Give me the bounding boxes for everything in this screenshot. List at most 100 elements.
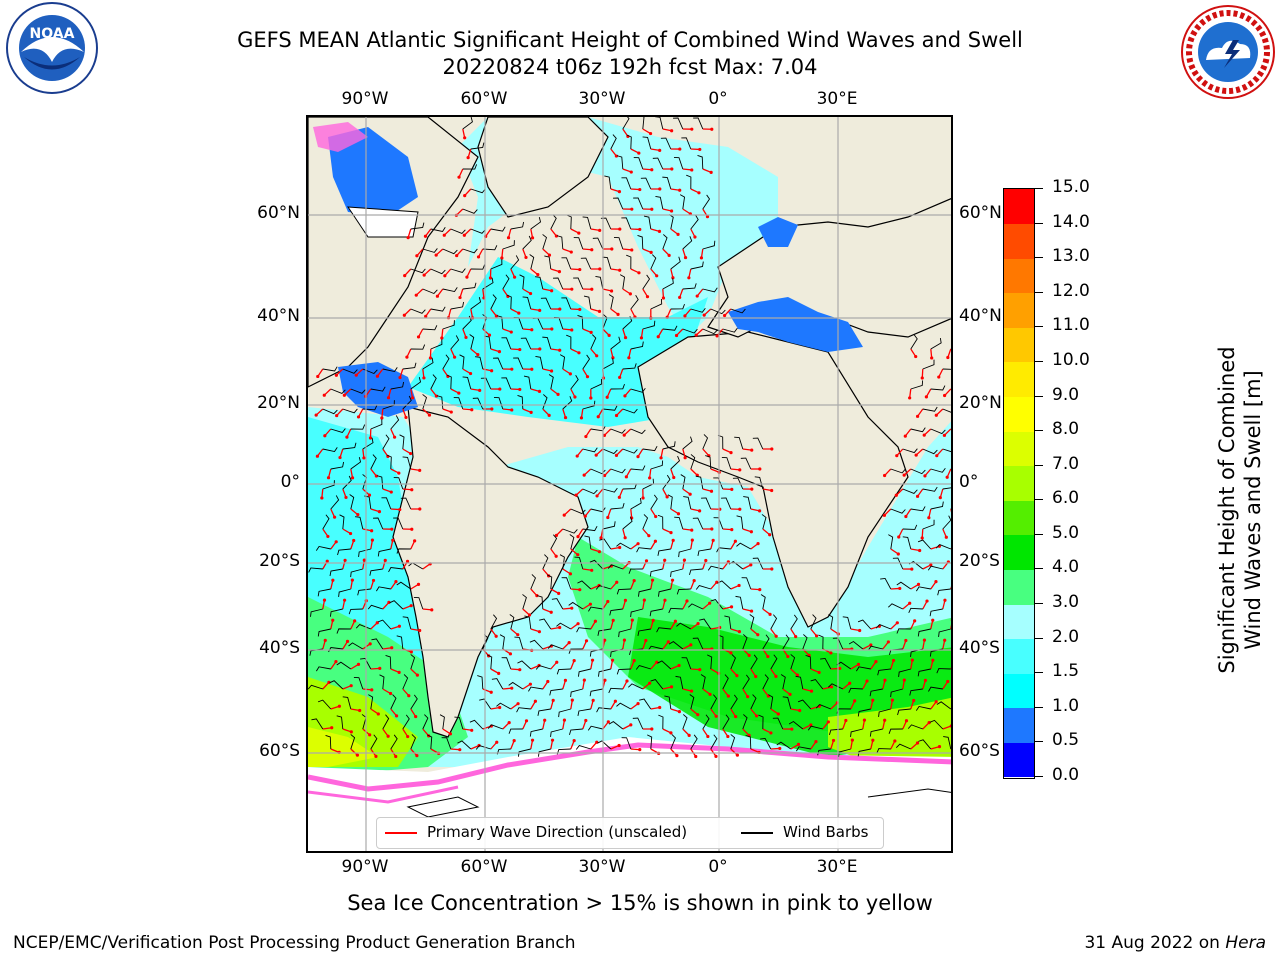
wave-arrow-head [770,488,774,493]
wind-barb [484,335,492,350]
wave-arrow-head [944,535,948,539]
wind-barb [556,668,571,675]
wave-arrow-head [337,704,341,708]
wave-arrow-head [659,456,663,460]
wind-barb [604,175,612,190]
wave-arrow-head [597,550,601,554]
wave-arrow-head [931,618,935,622]
wind-barb [317,699,332,710]
wind-barb [730,734,736,750]
wave-arrow-head [354,373,358,377]
wind-barb [510,255,520,270]
wind-barb [650,494,658,510]
wave-arrow-head [397,624,401,628]
wind-barb [710,694,718,710]
wave-arrow-head [708,692,712,696]
wind-barb [628,568,643,574]
lat-tick-right: 60°N [959,203,1002,223]
wind-barb [950,468,951,470]
wind-barb [580,257,592,270]
wind-barb [322,514,330,530]
wind-barb [470,297,482,310]
wind-barb [376,475,384,490]
wind-barb [595,275,604,290]
lat-tick-right: 20°S [959,551,1000,571]
colorbar-tick-label: 2.0 [1052,626,1080,647]
wave-direction-arrow [950,547,951,550]
wind-barb [662,474,671,490]
colorbar-tick [1035,430,1043,432]
wind-barb [523,375,532,390]
wave-arrow-head [563,678,568,682]
wave-arrow-head [697,191,701,195]
wave-arrow-head [709,170,713,174]
wind-barb [762,674,769,690]
wave-arrow-head [557,270,562,274]
wave-arrow-head [535,594,539,598]
wave-arrow-head [598,267,602,271]
wind-barb [630,465,646,471]
wind-barb [828,683,843,690]
wind-barb [490,614,498,630]
wind-barb [357,588,371,596]
wind-barb [501,377,512,390]
wind-barb [692,637,704,650]
wave-arrow-head [882,513,887,517]
wave-arrow-head [623,598,628,602]
wave-arrow-head [687,733,691,737]
wave-arrow-head [714,714,718,718]
wave-arrow-head [344,495,348,500]
wave-arrow-head [722,313,727,318]
wind-barb [855,666,871,672]
wind-barb [490,226,506,232]
wave-arrow-head [950,619,951,621]
wave-arrow-head [343,558,347,562]
wave-arrow-head [774,634,778,638]
wave-arrow-head [350,476,355,480]
wave-arrow-head [726,734,730,739]
wave-arrow-head [524,719,529,723]
wind-barb [382,434,390,450]
wind-barb [522,235,532,250]
wind-barb [710,599,724,610]
wave-arrow-head [569,250,573,254]
wave-arrow-head [367,493,372,497]
wave-arrow-head [756,633,760,637]
colorbar-tick [1035,568,1043,570]
wave-arrow-head [943,598,947,602]
wave-arrow-head [794,634,798,639]
wave-arrow-head [623,335,628,340]
wave-arrow-head [349,684,353,688]
wind-barb [942,368,951,370]
wave-arrow-head [705,215,710,219]
wind-barb [662,441,676,450]
wind-barb [635,665,651,670]
wave-arrow-head [611,618,615,622]
wave-arrow-head [558,625,562,630]
wave-arrow-head [895,454,899,458]
footer-date: 31 Aug 2022 on Hera [1084,933,1266,953]
wind-barb [697,548,711,556]
wave-arrow-head [663,598,667,602]
wave-arrow-head [711,538,715,542]
wave-arrow-head [413,539,417,543]
wave-arrow-head [440,336,444,340]
wave-arrow-head [330,726,334,730]
wind-barb-legend-label: Wind Barbs [783,823,869,841]
wind-barb [529,639,544,650]
wind-barb [370,419,383,430]
wave-arrow-head [814,634,819,638]
wave-arrow-head [370,688,374,692]
wind-barb [922,406,938,412]
wind-barb [660,137,672,150]
wave-arrow-head [342,598,347,602]
wind-barb [928,686,943,692]
wind-barb [724,615,732,630]
wind-barb [649,608,663,617]
wave-arrow-head [386,734,390,738]
wind-barb [628,683,643,690]
wind-barb [878,708,891,717]
wind-barb [450,268,466,273]
wave-arrow-head [576,622,580,626]
wind-barb [597,628,611,636]
